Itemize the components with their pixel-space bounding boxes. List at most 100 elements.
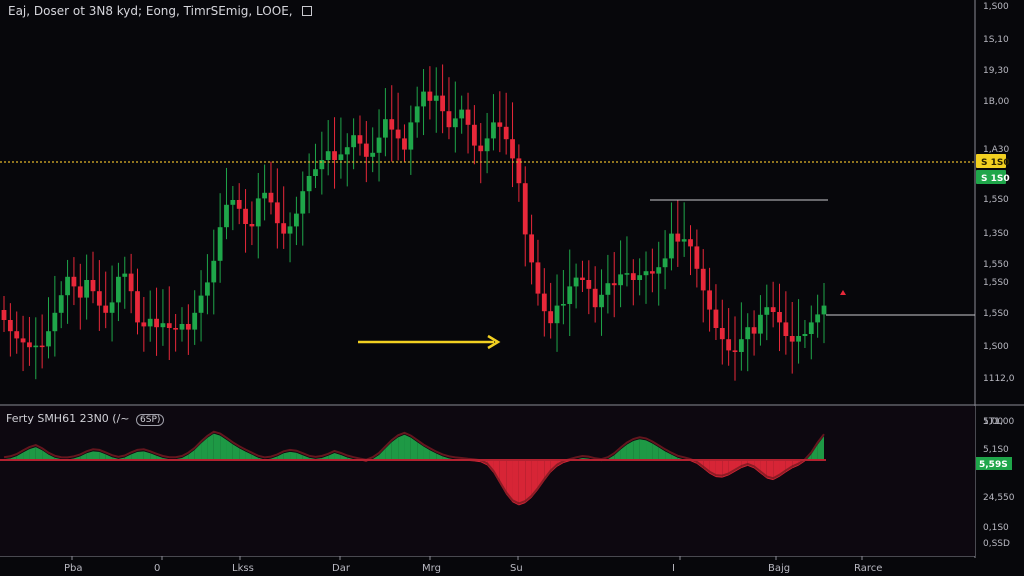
- oscillator-bar: [105, 454, 113, 460]
- candle: [122, 273, 128, 277]
- candle: [363, 143, 369, 157]
- oscillator-bar: [181, 454, 189, 460]
- oscillator-bar: [302, 455, 310, 460]
- x-tick-label: Dar: [332, 563, 351, 574]
- candle: [255, 198, 261, 227]
- oscillator-bar: [506, 460, 513, 503]
- candle: [770, 307, 776, 312]
- candle: [306, 176, 312, 192]
- y-tick-label: 1S,10: [983, 35, 1009, 45]
- candle: [287, 226, 293, 234]
- candle: [484, 138, 490, 152]
- candle: [821, 305, 827, 315]
- y-tick-label: 1,3S0: [983, 229, 1009, 239]
- indicator-badge[interactable]: 6SP): [136, 414, 165, 426]
- y-tick-label: 1T1,00: [983, 417, 1015, 427]
- candle: [90, 280, 96, 292]
- candle: [726, 339, 732, 351]
- price-axis: 1,S00 1S,10 19,30 1B,00 1,A30 1,5S0 1,3S0 1,550…: [976, 2, 1015, 549]
- candle: [46, 331, 51, 347]
- candle: [503, 126, 509, 140]
- candle: [313, 169, 318, 176]
- candle: [694, 246, 700, 269]
- candle: [166, 323, 172, 328]
- candle: [319, 160, 325, 170]
- oscillator-tick-label: 0,1S0: [983, 523, 1009, 533]
- x-tick-label: Pba: [64, 563, 83, 574]
- candle: [382, 119, 388, 138]
- oscillator-bar: [137, 451, 144, 460]
- y-tick-label: 1,S00: [983, 2, 1009, 12]
- candlestick-series: [1, 64, 827, 381]
- candle: [262, 192, 268, 199]
- candle: [681, 239, 687, 242]
- oscillator-panel: [0, 430, 826, 506]
- candle: [649, 271, 655, 274]
- candle: [548, 311, 554, 324]
- candle: [84, 280, 90, 298]
- oscillator-bar: [334, 453, 341, 460]
- x-tick-label: Bajg: [768, 563, 790, 574]
- candle: [516, 158, 522, 184]
- candle: [446, 111, 452, 128]
- candle: [52, 312, 58, 332]
- candle: [351, 135, 357, 148]
- oscillator-bar: [131, 451, 138, 460]
- oscillator-bar: [410, 437, 418, 460]
- oscillator-bg: [0, 406, 975, 556]
- candle: [243, 208, 248, 224]
- candle: [249, 224, 255, 227]
- candle: [592, 288, 598, 308]
- candle: [745, 327, 751, 340]
- oscillator-bar: [232, 444, 240, 460]
- y-tick-label: 1112,0: [983, 374, 1015, 384]
- candle: [700, 268, 706, 291]
- candle: [738, 339, 744, 352]
- oscillator-bar: [512, 460, 519, 506]
- oscillator-bar: [156, 455, 163, 460]
- oscillator-bar: [29, 447, 36, 460]
- oscillator-bar: [143, 451, 151, 460]
- oscillator-bar: [652, 443, 659, 460]
- oscillator-bar: [766, 460, 774, 481]
- oscillator-bar: [220, 435, 227, 460]
- x-tick-label: Su: [510, 563, 523, 574]
- y-tick-label: 1,5S0: [983, 195, 1009, 205]
- candle: [599, 294, 604, 308]
- candle: [294, 213, 299, 227]
- candle: [274, 202, 280, 224]
- x-tick-label: 0: [154, 563, 160, 574]
- candle: [802, 334, 808, 336]
- oscillator-bar: [239, 448, 246, 460]
- oscillator-bar: [188, 449, 195, 460]
- price-tag: [976, 170, 1006, 184]
- candle: [618, 274, 623, 286]
- oscillator-bar: [817, 436, 824, 460]
- candle: [160, 323, 166, 328]
- candle: [541, 293, 547, 312]
- candle: [325, 151, 331, 160]
- candle: [510, 139, 515, 159]
- oscillator-bar: [626, 440, 634, 460]
- candle: [491, 122, 496, 139]
- candle: [224, 204, 229, 228]
- candle: [332, 151, 337, 160]
- candle: [65, 276, 70, 296]
- oscillator-bar: [715, 460, 723, 478]
- candle: [452, 118, 458, 128]
- oscillator-bar: [283, 451, 291, 460]
- candle: [471, 124, 477, 146]
- oscillator-bar: [436, 453, 443, 460]
- y-tick-label: 1,5S0: [983, 278, 1009, 288]
- oscillator-bar: [391, 437, 399, 460]
- candle: [376, 137, 382, 153]
- candle: [554, 305, 560, 324]
- candle: [338, 154, 344, 160]
- square-icon[interactable]: [302, 6, 313, 16]
- oscillator-bar: [201, 437, 208, 460]
- y-tick-label: 1,S00: [983, 342, 1009, 352]
- candle: [109, 302, 115, 313]
- candle: [719, 328, 725, 340]
- oscillator-bar: [150, 453, 157, 460]
